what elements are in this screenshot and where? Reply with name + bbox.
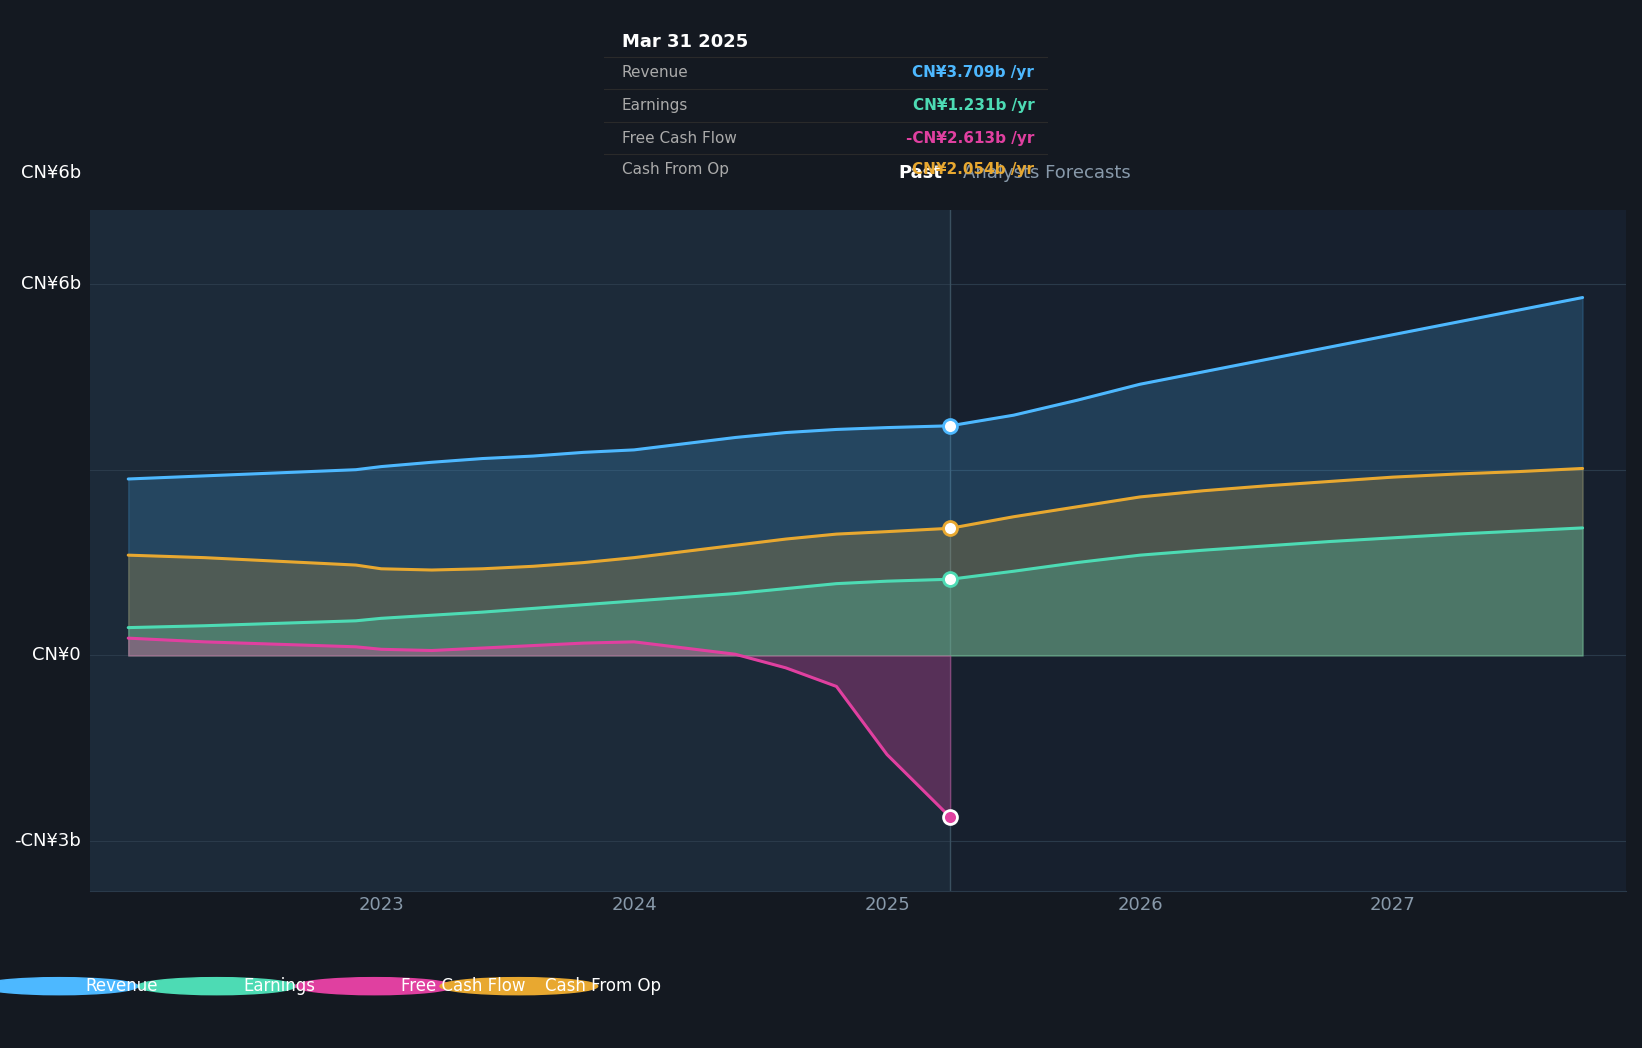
- Text: Earnings: Earnings: [622, 97, 688, 113]
- Text: -CN¥2.613b /yr: -CN¥2.613b /yr: [906, 131, 1034, 146]
- Text: Analysts Forecasts: Analysts Forecasts: [962, 165, 1130, 182]
- Text: Cash From Op: Cash From Op: [622, 161, 729, 176]
- Text: CN¥0: CN¥0: [33, 647, 80, 664]
- Text: -CN¥3b: -CN¥3b: [15, 832, 80, 850]
- Text: Free Cash Flow: Free Cash Flow: [622, 131, 737, 146]
- Text: CN¥2.054b /yr: CN¥2.054b /yr: [913, 161, 1034, 176]
- Bar: [90, 210, 951, 891]
- Text: Free Cash Flow: Free Cash Flow: [401, 977, 525, 996]
- Text: CN¥6b: CN¥6b: [21, 275, 80, 292]
- Circle shape: [0, 978, 138, 995]
- Circle shape: [138, 978, 296, 995]
- Text: Mar 31 2025: Mar 31 2025: [622, 34, 749, 51]
- Text: Cash From Op: Cash From Op: [545, 977, 662, 996]
- Bar: [951, 210, 1626, 891]
- Text: Earnings: Earnings: [243, 977, 315, 996]
- Circle shape: [296, 978, 453, 995]
- Circle shape: [440, 978, 598, 995]
- Text: Past: Past: [898, 165, 943, 182]
- Text: CN¥6b: CN¥6b: [21, 165, 80, 182]
- Text: CN¥1.231b /yr: CN¥1.231b /yr: [913, 97, 1034, 113]
- Text: Revenue: Revenue: [85, 977, 158, 996]
- Text: Revenue: Revenue: [622, 65, 688, 81]
- Text: CN¥3.709b /yr: CN¥3.709b /yr: [913, 65, 1034, 81]
